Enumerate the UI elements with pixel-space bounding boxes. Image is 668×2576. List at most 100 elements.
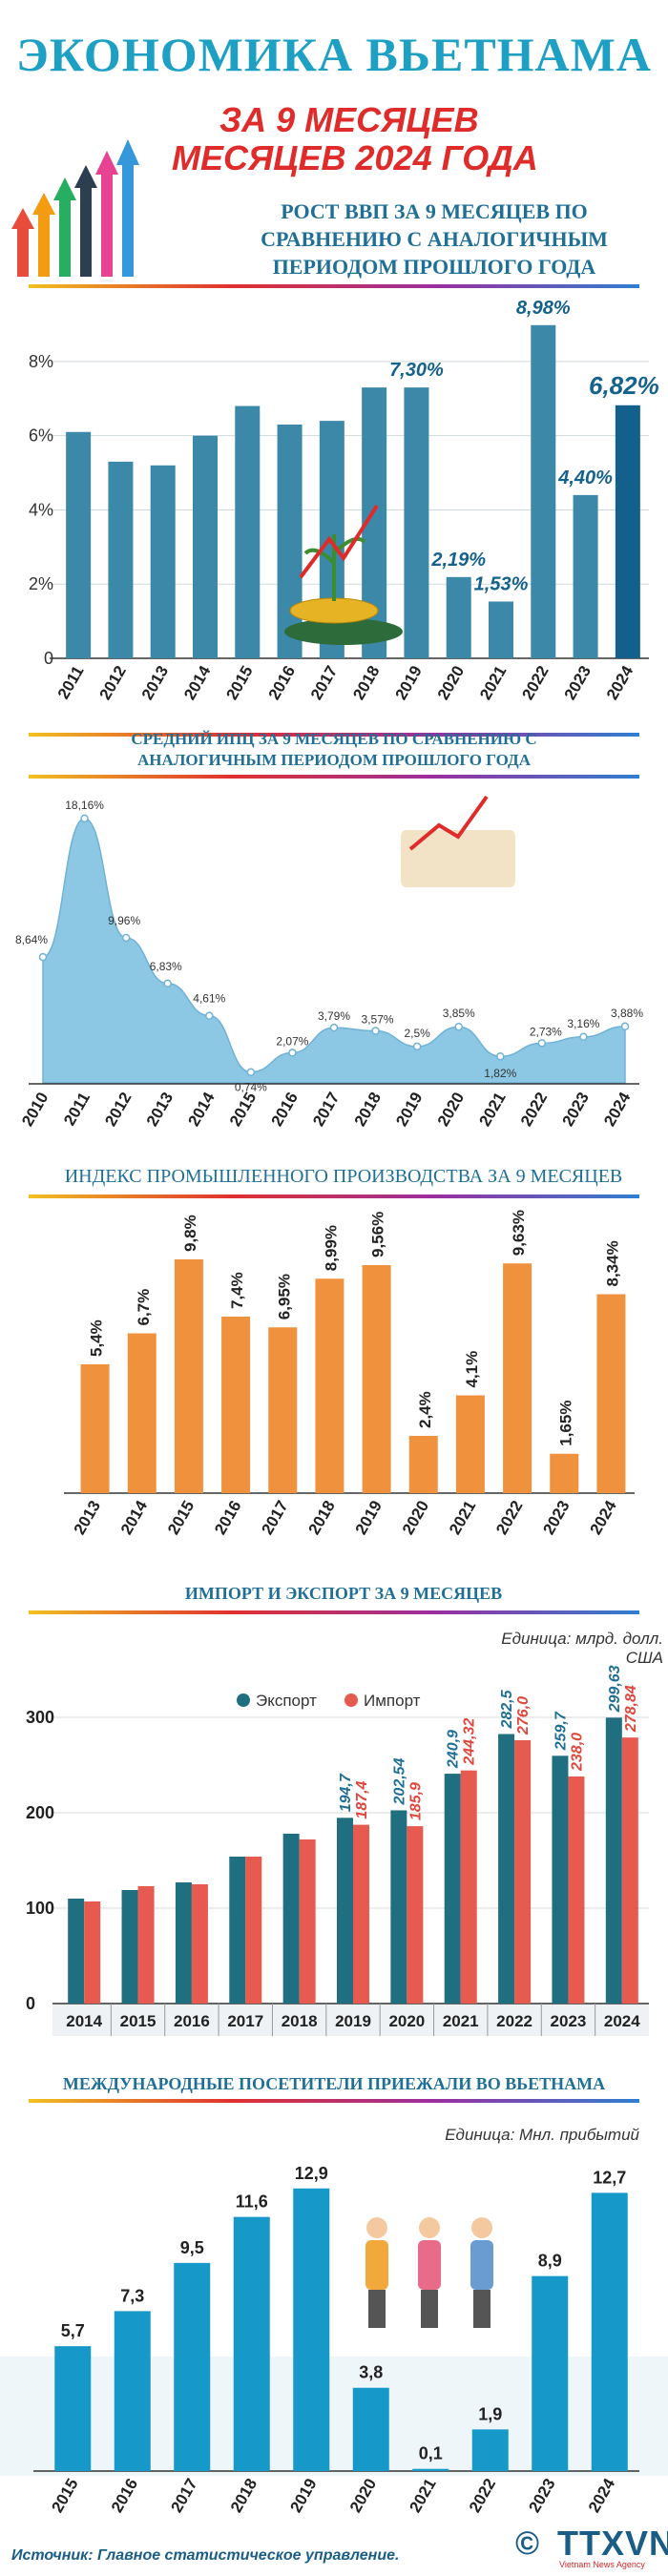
bar bbox=[268, 1327, 298, 1493]
logo-subtitle: Vietnam News Agency bbox=[559, 2560, 645, 2569]
data-label: 1,53% bbox=[474, 574, 529, 595]
gdp-title-line2: СРАВНЕНИЮ С АНАЛОГИЧНЫМ bbox=[261, 227, 608, 251]
x-tick-label: 2016 bbox=[108, 2476, 141, 2516]
data-label: 3,79% bbox=[318, 1009, 350, 1023]
divider bbox=[29, 284, 639, 288]
bar bbox=[66, 431, 92, 658]
export-bar bbox=[552, 1755, 569, 2004]
data-label: 1,82% bbox=[484, 1067, 516, 1080]
data-point bbox=[412, 1042, 422, 1051]
data-point bbox=[371, 1027, 380, 1035]
gdp-title-line1: РОСТ ВВП ЗА 9 МЕСЯЦЕВ ПО bbox=[281, 199, 588, 223]
x-tick-label: 2010 bbox=[18, 1090, 52, 1130]
x-tick-label: 2019 bbox=[392, 663, 426, 703]
x-tick-label: 2015 bbox=[164, 1498, 198, 1538]
divider bbox=[29, 775, 639, 779]
import-bar bbox=[191, 1884, 208, 2004]
red-arrow-icon bbox=[299, 504, 379, 579]
data-label: 2,4% bbox=[416, 1391, 434, 1428]
money-stack-icon bbox=[284, 618, 403, 645]
x-tick-label: 2024 bbox=[603, 662, 637, 703]
x-tick-label: 2017 bbox=[167, 2476, 200, 2516]
source-text: Источник: Главное статистическое управле… bbox=[11, 2547, 400, 2564]
import-bar bbox=[407, 1826, 424, 2004]
x-tick-label: 2021 bbox=[476, 663, 510, 703]
bar bbox=[362, 1265, 391, 1493]
gold-coins-icon bbox=[289, 597, 379, 624]
x-tick-label: 2017 bbox=[258, 1498, 291, 1538]
x-tick-label: 2015 bbox=[120, 2012, 157, 2030]
import-data-label: 278,84 bbox=[623, 1685, 639, 1733]
x-tick-label: 2018 bbox=[349, 663, 383, 703]
x-tick-label: 2019 bbox=[352, 1498, 386, 1538]
bar bbox=[108, 461, 134, 658]
export-bar bbox=[121, 1890, 138, 2004]
gdp-growth-chart: 02%4%6%8%2011 2012 2013 2014 2015 2016 2017 201… bbox=[29, 298, 659, 703]
bar bbox=[404, 387, 429, 658]
trade-unit: Единица: млрд. долл. США bbox=[501, 1630, 663, 1667]
traveler-body-icon bbox=[365, 2240, 388, 2290]
x-tick-label: 2018 bbox=[227, 2476, 261, 2516]
bar bbox=[455, 1395, 485, 1493]
bar bbox=[471, 2429, 509, 2471]
x-tick-label: 2023 bbox=[551, 2012, 587, 2030]
export-data-label: 240,9 bbox=[446, 1730, 462, 1769]
import-bar bbox=[137, 1886, 155, 2004]
x-tick-label: 2018 bbox=[351, 1090, 385, 1130]
import-bar bbox=[84, 1901, 101, 2004]
export-data-label: 282,5 bbox=[499, 1689, 515, 1729]
data-label: 2,73% bbox=[530, 1025, 562, 1038]
x-tick-label: 2020 bbox=[388, 2012, 425, 2030]
y-tick-label: 4% bbox=[29, 500, 53, 519]
industry-title: ИНДЕКС ПРОМЫШЛЕННОГО ПРОИЗВОДСТВА ЗА 9 М… bbox=[64, 1166, 623, 1187]
export-bar bbox=[390, 1810, 407, 2004]
bar bbox=[193, 435, 218, 658]
bar bbox=[233, 2216, 270, 2471]
tourism-title: МЕЖДУНАРОДНЫЕ ПОСЕТИТЕЛИ ПРИЕЖАЛИ ВО ВЬЕ… bbox=[62, 2074, 606, 2093]
cpi-title-line2: АНАЛОГИЧНЫМ ПЕРИОДОМ ПРОШЛОГО ГОДА bbox=[136, 751, 532, 769]
x-tick-label: 2024 bbox=[585, 2475, 619, 2516]
divider bbox=[29, 733, 639, 737]
data-label: 4,61% bbox=[193, 992, 225, 1006]
import-data-label: 244,32 bbox=[462, 1718, 478, 1766]
export-bar bbox=[498, 1734, 515, 2004]
export-bar bbox=[337, 1818, 353, 2004]
data-point bbox=[537, 1039, 547, 1048]
bar bbox=[573, 494, 598, 658]
x-tick-label: 2020 bbox=[434, 663, 468, 703]
data-label: 1,9 bbox=[478, 2404, 502, 2423]
x-tick-label: 2014 bbox=[180, 662, 215, 703]
data-label: 5,4% bbox=[88, 1319, 106, 1357]
data-label: 0,1 bbox=[419, 2444, 443, 2463]
traveler-legs-icon bbox=[368, 2290, 386, 2328]
y-tick-label: 0 bbox=[44, 649, 53, 668]
data-label: 4,40% bbox=[557, 467, 613, 488]
export-bar bbox=[444, 1774, 461, 2004]
y-tick-label: 200 bbox=[26, 1803, 54, 1822]
data-label: 8,34% bbox=[603, 1240, 621, 1286]
y-tick-label: 6% bbox=[29, 426, 53, 446]
import-bar bbox=[514, 1740, 532, 2004]
data-point bbox=[454, 1022, 463, 1031]
data-point bbox=[329, 1023, 339, 1032]
bar bbox=[596, 1294, 626, 1493]
x-tick-label: 2020 bbox=[346, 2476, 380, 2516]
x-tick-label: 2023 bbox=[539, 1498, 573, 1538]
y-tick-label: 0 bbox=[26, 1994, 35, 2013]
data-label: 9,56% bbox=[369, 1212, 387, 1257]
data-point bbox=[205, 1011, 214, 1020]
data-label: 8,64% bbox=[15, 933, 48, 946]
export-bar bbox=[605, 1717, 622, 2004]
x-tick-label: 2022 bbox=[466, 2476, 499, 2516]
import-bar bbox=[245, 1857, 262, 2004]
traveler-body-icon bbox=[470, 2240, 493, 2290]
cpi-area bbox=[42, 818, 626, 1084]
data-point bbox=[246, 1068, 256, 1076]
data-label: 4,1% bbox=[463, 1351, 481, 1388]
bar bbox=[532, 2275, 569, 2471]
x-tick-label: 2016 bbox=[174, 2012, 210, 2030]
legend-export-marker bbox=[237, 1693, 250, 1707]
data-label: 8,9 bbox=[538, 2252, 562, 2271]
traveler-legs-icon bbox=[421, 2290, 438, 2328]
data-label: 3,8 bbox=[359, 2363, 383, 2382]
